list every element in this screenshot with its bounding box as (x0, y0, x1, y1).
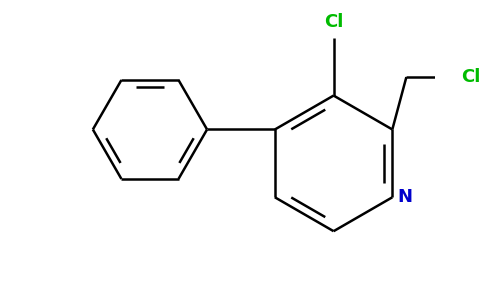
Text: N: N (398, 188, 413, 206)
Text: Cl: Cl (461, 68, 480, 86)
Text: Cl: Cl (324, 13, 343, 31)
